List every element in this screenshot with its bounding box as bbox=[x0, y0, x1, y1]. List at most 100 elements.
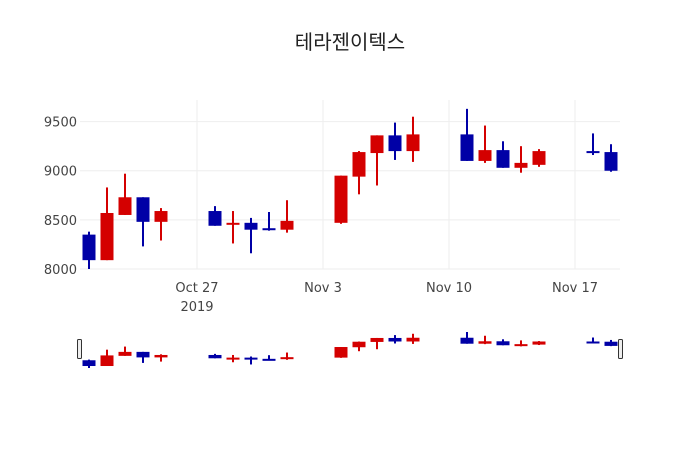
candle-body bbox=[82, 360, 96, 367]
range-slider[interactable] bbox=[77, 330, 623, 370]
candle-body bbox=[586, 341, 600, 344]
candle-body bbox=[604, 152, 618, 171]
x-tick-label: Oct 27 bbox=[175, 281, 218, 296]
candle-decreasing bbox=[136, 197, 150, 247]
mini-candle-increasing bbox=[352, 341, 366, 352]
candle-body bbox=[226, 222, 240, 225]
candle-body bbox=[226, 357, 240, 360]
candle-body bbox=[136, 351, 150, 358]
candle-decreasing bbox=[244, 217, 258, 254]
candle-body bbox=[406, 134, 420, 152]
candle-decreasing bbox=[586, 133, 600, 156]
candle-increasing bbox=[280, 200, 294, 233]
mini-candle-increasing bbox=[532, 341, 546, 346]
candle-decreasing bbox=[604, 144, 618, 172]
candle-body bbox=[262, 358, 276, 361]
mini-candle-decreasing bbox=[136, 351, 150, 363]
candle-body bbox=[118, 197, 132, 215]
candle-body bbox=[154, 354, 168, 358]
candle-body bbox=[82, 234, 96, 261]
candle-increasing bbox=[154, 208, 168, 241]
candle-increasing bbox=[118, 173, 132, 215]
candle-increasing bbox=[532, 149, 546, 167]
mini-candle-decreasing bbox=[244, 356, 258, 365]
mini-candle-increasing bbox=[280, 352, 294, 360]
candle-increasing bbox=[226, 211, 240, 244]
y-tick-label: 9500 bbox=[44, 116, 77, 131]
x-tick-label: Nov 3 bbox=[304, 281, 342, 296]
candle-body bbox=[532, 341, 546, 345]
candle-decreasing bbox=[388, 122, 402, 160]
x-tick-year-label: 2019 bbox=[180, 300, 213, 315]
candle-decreasing bbox=[262, 212, 276, 231]
candle-increasing bbox=[406, 116, 420, 162]
candle-body bbox=[244, 222, 258, 230]
candle-body bbox=[370, 135, 384, 154]
y-tick-label: 8500 bbox=[44, 214, 77, 229]
mini-candle-increasing bbox=[478, 335, 492, 345]
candle-body bbox=[208, 211, 222, 226]
candle-body bbox=[496, 150, 510, 168]
y-axis: 8000 8500 9000 9500 bbox=[44, 116, 77, 278]
candle-body bbox=[604, 341, 618, 346]
candle-body bbox=[208, 354, 222, 359]
candle-body bbox=[280, 220, 294, 230]
mini-candle-decreasing bbox=[262, 355, 276, 361]
mini-candle-increasing bbox=[118, 346, 132, 356]
candles bbox=[82, 108, 618, 269]
x-tick-label: Nov 17 bbox=[552, 281, 598, 296]
gridlines bbox=[80, 100, 620, 270]
candle-body bbox=[154, 211, 168, 222]
mini-candle-decreasing bbox=[208, 353, 222, 359]
candle-body bbox=[388, 337, 402, 342]
candle-body bbox=[352, 341, 366, 348]
candle-body bbox=[460, 134, 474, 161]
mini-candle-increasing bbox=[370, 337, 384, 350]
mini-candle-decreasing bbox=[604, 339, 618, 347]
candle-body bbox=[586, 151, 600, 154]
candle-increasing bbox=[514, 146, 528, 173]
mini-candle-decreasing bbox=[496, 339, 510, 346]
mini-candle-decreasing bbox=[388, 335, 402, 344]
mini-candle-increasing bbox=[334, 347, 348, 358]
range-slider-left-handle[interactable] bbox=[77, 339, 82, 359]
chart-title: 테라젠이텍스 bbox=[295, 30, 405, 54]
candle-body bbox=[334, 347, 348, 358]
candle-body bbox=[478, 150, 492, 161]
candle-body bbox=[478, 341, 492, 344]
candle-increasing bbox=[478, 125, 492, 163]
y-tick-label: 9000 bbox=[44, 165, 77, 180]
mini-candle-increasing bbox=[406, 333, 420, 344]
candle-decreasing bbox=[496, 141, 510, 168]
candle-increasing bbox=[334, 175, 348, 224]
candle-body bbox=[370, 337, 384, 342]
candle-increasing bbox=[370, 135, 384, 186]
candle-decreasing bbox=[460, 108, 474, 161]
candle-body bbox=[118, 351, 132, 356]
candle-body bbox=[352, 152, 366, 177]
candle-body bbox=[100, 212, 114, 261]
candle-body bbox=[460, 337, 474, 344]
candle-increasing bbox=[100, 187, 114, 261]
range-slider-background[interactable] bbox=[80, 330, 620, 370]
candle-increasing bbox=[352, 151, 366, 195]
mini-candle-decreasing bbox=[82, 359, 96, 368]
mini-candle-increasing bbox=[514, 340, 528, 347]
candle-body bbox=[406, 337, 420, 342]
candle-body bbox=[100, 355, 114, 367]
y-tick-label: 8000 bbox=[44, 263, 77, 278]
mini-candle-decreasing bbox=[586, 337, 600, 344]
candle-body bbox=[280, 357, 294, 360]
x-axis: 2019 Oct 27 Nov 3 Nov 10 Nov 17 bbox=[175, 281, 598, 315]
x-tick-label: Nov 10 bbox=[426, 281, 472, 296]
candle-decreasing bbox=[208, 206, 222, 226]
candle-body bbox=[496, 341, 510, 346]
candle-body bbox=[532, 151, 546, 165]
candle-body bbox=[514, 162, 528, 168]
range-slider-right-handle[interactable] bbox=[618, 339, 623, 359]
mini-candle-increasing bbox=[226, 354, 240, 363]
candle-body bbox=[388, 135, 402, 152]
candle-body bbox=[244, 357, 258, 360]
candle-body bbox=[334, 175, 348, 223]
